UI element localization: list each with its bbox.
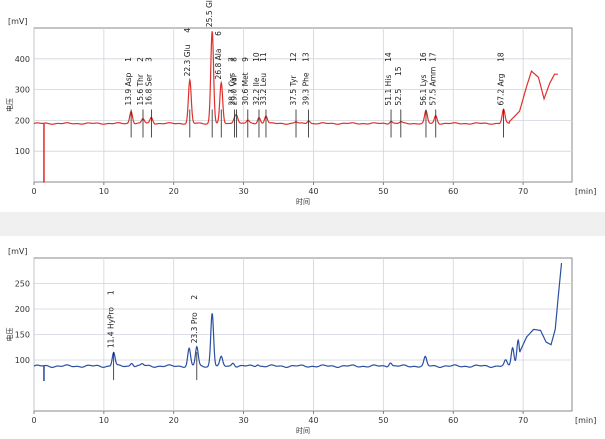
peak-number: 1	[124, 57, 133, 62]
x-tick-label: 60	[448, 187, 458, 196]
peak-label: 52.5	[394, 89, 403, 106]
x-tick-label: 10	[99, 187, 109, 196]
x-tick-label: 30	[239, 187, 249, 196]
peak-label: 15.6 Thr	[136, 73, 145, 105]
x-axis-title: 时间	[296, 426, 310, 435]
peak-number: 13	[302, 52, 311, 62]
x-axis-title: 时间	[296, 197, 310, 206]
peak-label: 32.2 Ile	[252, 77, 261, 105]
peak-number: 8	[230, 57, 239, 62]
peak-label: 26.8 Ala	[214, 49, 223, 80]
plot-area	[33, 27, 573, 183]
y-axis-title: 电压	[5, 98, 14, 112]
peak-number: 18	[497, 52, 506, 62]
x-tick-label: 20	[169, 187, 179, 196]
panel-separator	[0, 212, 605, 236]
y-tick-label: 100	[15, 356, 30, 365]
peak-label: 56.1 Lys	[419, 74, 428, 105]
peak-label: 16.8 Ser	[144, 73, 153, 105]
y-tick-label: 200	[15, 305, 30, 314]
peak-number: 9	[241, 57, 250, 62]
peak-number: 3	[144, 57, 153, 62]
peak-label: 22.3 Glu	[183, 44, 192, 76]
y-tick-label: 250	[15, 280, 30, 289]
y-tick-label: 100	[15, 147, 30, 156]
peak-number: 11	[259, 52, 268, 62]
x-tick-label: 70	[518, 416, 528, 425]
chromatogram-top-chart: 100 200 300 400 0 10 20 30 40 50 60 70 [mV] [min] 时间 电压…	[5, 0, 596, 206]
y-unit-label: [mV]	[8, 17, 28, 26]
peak-number: 7	[228, 57, 237, 62]
peak-label: 37.5 Tyr	[289, 75, 298, 106]
peak-label: 39.3 Phe	[302, 72, 311, 105]
x-unit-label: [min]	[575, 416, 596, 425]
y-tick-label: 300	[15, 86, 30, 95]
y-tick-label: 400	[15, 55, 30, 64]
peak-label: 28.7 Cys	[228, 73, 237, 106]
y-tick-label: 200	[15, 116, 30, 125]
peak-number: 1	[107, 290, 116, 295]
peak-label: 23.3 Pro	[190, 312, 199, 343]
x-tick-label: 70	[518, 187, 528, 196]
peak-number: 10	[252, 52, 261, 62]
peak-label: 57.5 Amm	[429, 67, 438, 106]
signal-trace	[33, 31, 559, 183]
peak-label: 51.1 His	[384, 75, 393, 106]
x-tick-label: 40	[308, 416, 318, 425]
x-tick-label: 0	[31, 187, 36, 196]
peak-number: 15	[394, 66, 403, 76]
x-tick-label: 60	[448, 416, 458, 425]
peak-label: 33.2 Leu	[259, 73, 268, 106]
signal-trace	[33, 263, 563, 381]
x-tick-label: 50	[378, 187, 388, 196]
peak-label: 30.6 Met	[241, 72, 250, 105]
x-tick-label: 30	[239, 416, 249, 425]
peak-number: 4	[183, 28, 192, 33]
peak-number: 14	[384, 52, 393, 62]
peak-number: 17	[429, 52, 438, 62]
peak-number: 6	[214, 31, 223, 36]
x-tick-label: 20	[169, 416, 179, 425]
chromatogram-top-panel: 100 200 300 400 0 10 20 30 40 50 60 70 [mV] [min] 时间 电压…	[0, 0, 605, 212]
y-tick-label: 150	[15, 331, 30, 340]
y-unit-label: [mV]	[8, 247, 28, 256]
x-tick-label: 0	[31, 416, 36, 425]
x-tick-label: 40	[308, 187, 318, 196]
x-tick-label: 10	[99, 416, 109, 425]
peak-label: 13.9 Asp	[124, 72, 133, 105]
x-tick-label: 50	[378, 416, 388, 425]
peak-label: 11.4 HyPro	[107, 307, 116, 348]
chromatogram-bottom-chart: 100 150 200 250 0 10 20 30 40 50 60 70 [mV] [min] 时间 电压…	[5, 247, 596, 435]
peak-number: 12	[289, 52, 298, 62]
chromatogram-bottom-panel: 100 150 200 250 0 10 20 30 40 50 60 70 [mV] [min] 时间 电压…	[0, 236, 605, 439]
peak-number: 2	[190, 295, 199, 300]
y-axis-title: 电压	[5, 328, 14, 342]
peak-number: 2	[136, 57, 145, 62]
peak-label: 67.2 Arg	[497, 73, 506, 105]
peak-label: 25.5 Gly	[205, 0, 214, 27]
peak-label: 29.0 Val	[230, 75, 239, 105]
peak-number: 16	[419, 52, 428, 62]
x-unit-label: [min]	[575, 187, 596, 196]
